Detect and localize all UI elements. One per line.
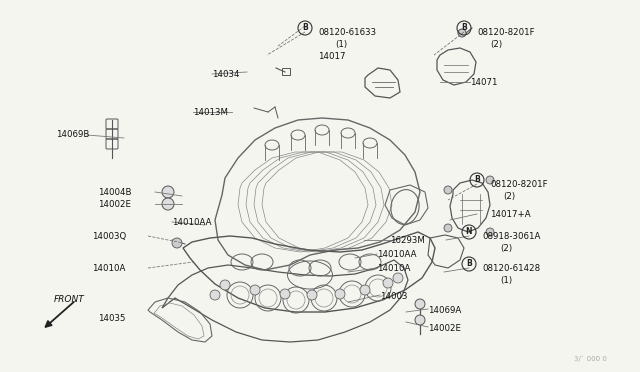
Text: 08120-8201F: 08120-8201F xyxy=(477,28,534,37)
Text: 14002E: 14002E xyxy=(98,200,131,209)
Text: 14017: 14017 xyxy=(318,52,346,61)
Circle shape xyxy=(172,238,182,248)
Text: 14002E: 14002E xyxy=(428,324,461,333)
Circle shape xyxy=(335,289,345,299)
Text: 14034: 14034 xyxy=(212,70,239,79)
Circle shape xyxy=(360,285,370,295)
Circle shape xyxy=(444,224,452,232)
Text: 14013M: 14013M xyxy=(193,108,228,117)
Text: 08918-3061A: 08918-3061A xyxy=(482,232,540,241)
Text: 14003: 14003 xyxy=(380,292,408,301)
Text: 14069A: 14069A xyxy=(428,306,461,315)
Text: N: N xyxy=(466,228,472,237)
Text: (2): (2) xyxy=(500,244,512,253)
Circle shape xyxy=(393,273,403,283)
Circle shape xyxy=(280,289,290,299)
Circle shape xyxy=(307,290,317,300)
Text: B: B xyxy=(466,260,472,269)
Text: 14035: 14035 xyxy=(98,314,125,323)
Circle shape xyxy=(220,280,230,290)
Text: 16293M: 16293M xyxy=(390,236,425,245)
Text: B: B xyxy=(461,23,467,32)
Text: B: B xyxy=(474,176,480,185)
Text: 14071: 14071 xyxy=(470,78,497,87)
Text: 14017+A: 14017+A xyxy=(490,210,531,219)
Circle shape xyxy=(383,278,393,288)
Circle shape xyxy=(415,315,425,325)
Text: 08120-8201F: 08120-8201F xyxy=(490,180,548,189)
Circle shape xyxy=(162,186,174,198)
Circle shape xyxy=(162,198,174,210)
Circle shape xyxy=(415,299,425,309)
Text: 14010A: 14010A xyxy=(92,264,125,273)
Text: 3/` 000 0: 3/` 000 0 xyxy=(574,356,607,362)
Text: (2): (2) xyxy=(490,40,502,49)
Text: 14003Q: 14003Q xyxy=(92,232,126,241)
Text: 14010AA: 14010AA xyxy=(377,250,417,259)
Text: 14010A: 14010A xyxy=(377,264,410,273)
Text: FRONT: FRONT xyxy=(54,295,84,304)
Text: (1): (1) xyxy=(335,40,347,49)
Text: (2): (2) xyxy=(503,192,515,201)
Circle shape xyxy=(210,290,220,300)
Circle shape xyxy=(444,186,452,194)
Text: 14069B: 14069B xyxy=(56,130,90,139)
Circle shape xyxy=(486,176,494,184)
Circle shape xyxy=(250,285,260,295)
Text: (1): (1) xyxy=(500,276,512,285)
Text: B: B xyxy=(302,23,308,32)
Text: 08120-61633: 08120-61633 xyxy=(318,28,376,37)
Circle shape xyxy=(458,29,466,37)
Circle shape xyxy=(486,228,494,236)
Text: 14010AA: 14010AA xyxy=(172,218,211,227)
Text: 14004B: 14004B xyxy=(98,188,131,197)
Text: 08120-61428: 08120-61428 xyxy=(482,264,540,273)
